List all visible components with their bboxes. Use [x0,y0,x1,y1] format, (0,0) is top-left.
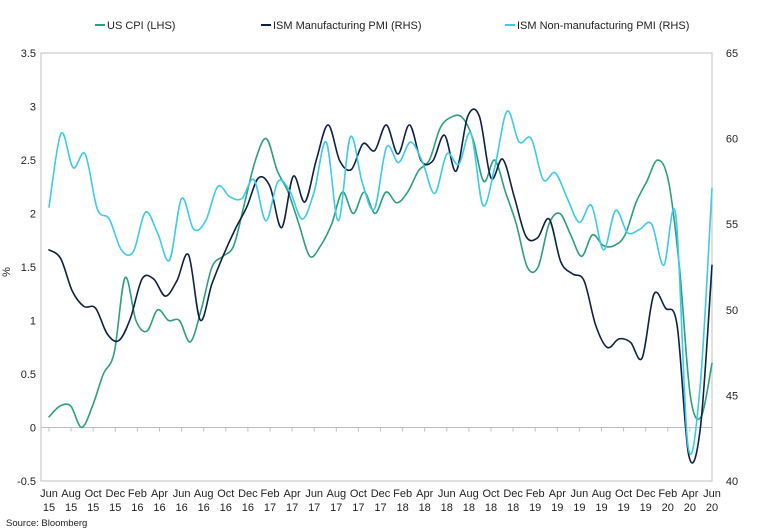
ism-nonmanufacturing-line [48,110,713,455]
left-tick-label: -0.5 [17,476,36,488]
x-tick-year: 18 [507,502,519,514]
x-tick-month: Dec [106,488,126,500]
x-tick-year: 15 [65,502,77,514]
legend: US CPI (LHS) ISM Manufacturing PMI (RHS) I… [95,20,689,32]
right-tick-label: 55 [726,219,738,231]
legend-item-ism-manufacturing: ISM Manufacturing PMI (RHS) [261,20,422,32]
x-tick-year: 19 [551,502,563,514]
x-tick-year: 18 [419,502,431,514]
x-tick-month: Jun [571,488,589,500]
ism-manufacturing-line [48,108,713,464]
x-tick-month: Apr [549,488,566,500]
x-tick-month: Feb [261,488,280,500]
legend-item-ism-nonmanufacturing: ISM Non-manufacturing PMI (RHS) [505,20,689,32]
x-tick-month: Dec [238,488,258,500]
legend-item-cpi: US CPI (LHS) [95,20,175,32]
x-tick-month: Oct [482,488,499,500]
x-tick-year: 19 [617,502,629,514]
x-tick-year: 19 [640,502,652,514]
left-tick-label: 1 [30,316,36,328]
x-tick-month: Jun [438,488,456,500]
x-tick-year: 18 [463,502,475,514]
right-tick-label: 40 [726,476,738,488]
series-lines [48,108,713,464]
right-axis: 40 45 50 55 60 65 [726,48,738,488]
x-tick-month: Aug [592,488,612,500]
source-note: Source: Bloomberg [6,518,87,529]
x-tick-year: 18 [485,502,497,514]
left-tick-label: 3 [30,102,36,114]
x-tick-year: 17 [286,502,298,514]
x-tick-month: Apr [416,488,433,500]
legend-label: ISM Manufacturing PMI (RHS) [273,20,422,32]
right-tick-label: 65 [726,48,738,60]
legend-label: US CPI (LHS) [107,20,175,32]
left-tick-label: 0 [30,423,36,435]
x-tick-year: 16 [131,502,143,514]
x-tick-year: 17 [264,502,276,514]
x-tick-month: Jun [40,488,58,500]
x-tick-year: 17 [330,502,342,514]
x-tick-year: 17 [352,502,364,514]
left-tick-label: 0.5 [21,369,36,381]
x-tick-month: Aug [61,488,81,500]
left-tick-label: 2 [30,209,36,221]
x-tick-year: 15 [87,502,99,514]
x-tick-year: 16 [198,502,210,514]
x-tick-month: Dec [371,488,391,500]
x-tick-year: 20 [662,502,674,514]
x-tick-year: 16 [153,502,165,514]
x-tick-month: Feb [393,488,412,500]
x-tick-year: 15 [43,502,55,514]
right-tick-label: 60 [726,134,738,146]
right-tick-label: 50 [726,305,738,317]
cpi-line [48,114,713,429]
x-tick-month: Jun [173,488,191,500]
x-tick-month: Aug [459,488,479,500]
left-tick-label: 2.5 [21,155,36,167]
x-tick-month: Apr [681,488,698,500]
x-tick-year: 20 [684,502,696,514]
x-tick-month: Jun [305,488,323,500]
right-tick-label: 45 [726,390,738,402]
x-tick-year: 15 [109,502,121,514]
x-tick-month: Jun [703,488,721,500]
x-tick-month: Aug [194,488,214,500]
x-tick-month: Dec [503,488,523,500]
x-tick-year: 20 [706,502,718,514]
x-tick-year: 19 [573,502,585,514]
left-axis: -0.5 0 0.5 1 1.5 2 2.5 3 3.5 [17,48,36,488]
x-tick-month: Feb [658,488,677,500]
x-tick-month: Oct [615,488,632,500]
x-tick-year: 17 [308,502,320,514]
x-tick-year: 17 [374,502,386,514]
x-tick-month: Aug [327,488,347,500]
x-tick-year: 18 [396,502,408,514]
x-tick-month: Apr [284,488,301,500]
x-tick-year: 19 [595,502,607,514]
x-tick-month: Feb [128,488,147,500]
x-axis: Jun 15 Aug 15 Oct 15 Dec 15 Feb 16 Apr 16 Jun 16 Aug 16… [40,427,721,514]
left-tick-label: 3.5 [21,48,36,60]
x-tick-month: Feb [526,488,545,500]
x-tick-month: Dec [636,488,656,500]
legend-label: ISM Non-manufacturing PMI (RHS) [517,20,689,32]
x-tick-month: Oct [217,488,234,500]
plot-frame [40,52,713,482]
x-tick-year: 18 [441,502,453,514]
gridlines [40,52,713,482]
x-tick-year: 16 [242,502,254,514]
left-tick-label: 1.5 [21,262,36,274]
x-tick-month: Oct [350,488,367,500]
x-tick-year: 16 [175,502,187,514]
left-axis-label: % [1,267,13,277]
x-tick-year: 19 [529,502,541,514]
x-tick-year: 16 [220,502,232,514]
x-tick-month: Apr [151,488,168,500]
x-tick-month: Oct [85,488,102,500]
